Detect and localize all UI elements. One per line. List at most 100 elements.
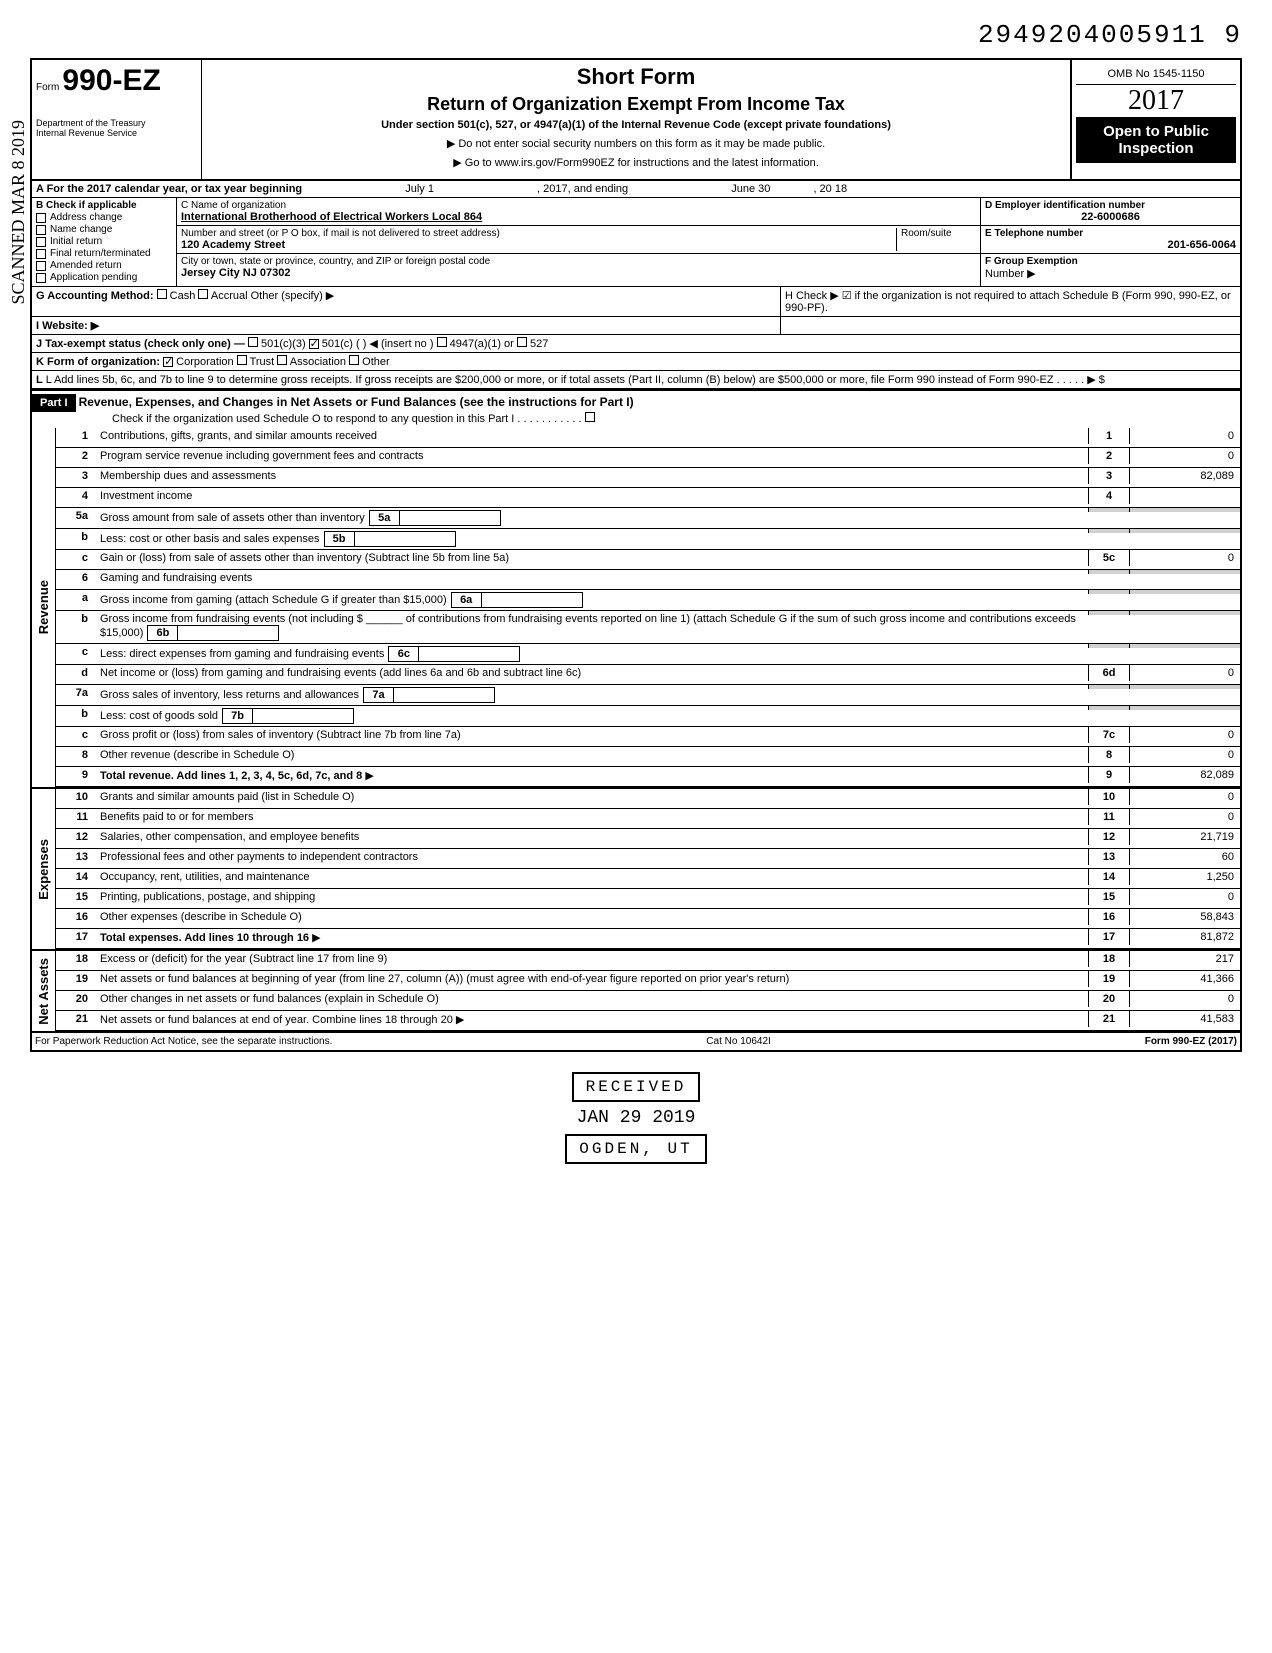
end-year: , 20 18	[813, 183, 847, 195]
line-box: 1	[1088, 428, 1130, 444]
section-b-label: B Check if applicable	[36, 200, 172, 211]
line-8: 8Other revenue (describe in Schedule O)8…	[56, 747, 1240, 767]
instruction-1: ▶ Do not enter social security numbers o…	[210, 137, 1062, 150]
line-num: 14	[56, 869, 96, 885]
checkbox-1[interactable]	[36, 225, 46, 235]
line-desc: Occupancy, rent, utilities, and maintena…	[96, 869, 1088, 885]
stamp-date: JAN 29 2019	[30, 1108, 1242, 1128]
line-value: 0	[1130, 789, 1240, 805]
mid-text: , 2017, and ending	[537, 183, 628, 195]
j-label: J Tax-exempt status (check only one) —	[36, 338, 245, 350]
line-value-shaded	[1130, 644, 1240, 648]
line-box: 3	[1088, 468, 1130, 484]
line-12: 12Salaries, other compensation, and empl…	[56, 829, 1240, 849]
org-name: International Brotherhood of Electrical …	[181, 211, 482, 223]
subtitle: Under section 501(c), 527, or 4947(a)(1)…	[210, 119, 1062, 131]
line-num: 3	[56, 468, 96, 484]
line-14: 14Occupancy, rent, utilities, and mainte…	[56, 869, 1240, 889]
line-18: 18Excess or (deficit) for the year (Subt…	[56, 951, 1240, 971]
line-box: 9	[1088, 767, 1130, 783]
open-public-1: Open to Public	[1082, 123, 1230, 140]
omb-number: OMB No 1545-1150	[1076, 64, 1236, 85]
line-box: 14	[1088, 869, 1130, 885]
line-desc: Gross profit or (loss) from sales of inv…	[96, 727, 1088, 743]
line-num: 17	[56, 929, 96, 945]
corp-checkbox[interactable]	[163, 357, 173, 367]
line-num: b	[56, 706, 96, 722]
line-desc: Less: cost of goods sold7b	[96, 706, 1088, 726]
line-num: 15	[56, 889, 96, 905]
line-5b: bLess: cost or other basis and sales exp…	[56, 529, 1240, 550]
501c-checkbox[interactable]	[309, 339, 319, 349]
line-box: 17	[1088, 929, 1130, 945]
527-checkbox[interactable]	[517, 337, 527, 347]
line-value: 217	[1130, 951, 1240, 967]
line-num: c	[56, 550, 96, 566]
line-desc: Excess or (deficit) for the year (Subtra…	[96, 951, 1088, 967]
line-desc: Other changes in net assets or fund bala…	[96, 991, 1088, 1007]
line-desc: Gross income from fundraising events (no…	[96, 611, 1088, 643]
phone: 201-656-0064	[1167, 239, 1236, 251]
street-address: 120 Academy Street	[181, 239, 285, 251]
line-10: 10Grants and similar amounts paid (list …	[56, 789, 1240, 809]
j-527: 527	[530, 338, 548, 350]
city-state-zip: Jersey City NJ 07302	[181, 267, 290, 279]
line-desc: Benefits paid to or for members	[96, 809, 1088, 825]
line-box: 12	[1088, 829, 1130, 845]
4947-checkbox[interactable]	[437, 337, 447, 347]
scanned-stamp: SCANNED MAR 8 2019	[8, 120, 29, 305]
line-value-shaded	[1130, 706, 1240, 710]
room-label: Room/suite	[901, 228, 976, 239]
line-box-shaded	[1088, 529, 1130, 533]
k-other: Other	[362, 356, 390, 368]
other-checkbox[interactable]	[349, 355, 359, 365]
line-value: 41,583	[1130, 1011, 1240, 1027]
revenue-section: Revenue 1Contributions, gifts, grants, a…	[32, 428, 1240, 787]
line-num: 1	[56, 428, 96, 444]
line-3: 3Membership dues and assessments382,089	[56, 468, 1240, 488]
line-11: 11Benefits paid to or for members110	[56, 809, 1240, 829]
line-num: c	[56, 727, 96, 743]
cash-checkbox[interactable]	[157, 289, 167, 299]
return-title: Return of Organization Exempt From Incom…	[210, 94, 1062, 115]
checkbox-0[interactable]	[36, 213, 46, 223]
line-box-shaded	[1088, 508, 1130, 512]
line-desc: Program service revenue including govern…	[96, 448, 1088, 464]
line-box: 13	[1088, 849, 1130, 865]
assoc-checkbox[interactable]	[277, 355, 287, 365]
j-501c3: 501(c)(3)	[261, 338, 306, 350]
checkbox-2[interactable]	[36, 237, 46, 247]
f-label: F Group Exemption	[985, 256, 1078, 267]
paperwork-notice: For Paperwork Reduction Act Notice, see …	[35, 1036, 332, 1047]
line-box: 18	[1088, 951, 1130, 967]
checkbox-5[interactable]	[36, 273, 46, 283]
part1-schedule-o-checkbox[interactable]	[585, 412, 595, 422]
checkbox-4[interactable]	[36, 261, 46, 271]
part-1-label: Part I	[32, 394, 76, 412]
line-21: 21Net assets or fund balances at end of …	[56, 1011, 1240, 1031]
line-desc: Membership dues and assessments	[96, 468, 1088, 484]
line-num: 12	[56, 829, 96, 845]
accrual-checkbox[interactable]	[198, 289, 208, 299]
trust-checkbox[interactable]	[237, 355, 247, 365]
netassets-label: Net Assets	[36, 958, 51, 1025]
dept-label: Department of the Treasury Internal Reve…	[36, 118, 197, 138]
line-value-shaded	[1130, 590, 1240, 594]
footer-row: For Paperwork Reduction Act Notice, see …	[32, 1031, 1240, 1050]
line-num: 16	[56, 909, 96, 925]
line-value: 82,089	[1130, 767, 1240, 783]
checkbox-label-2: Initial return	[50, 236, 102, 247]
line-num: 4	[56, 488, 96, 504]
c-label: C Name of organization	[181, 200, 976, 211]
line-desc: Gain or (loss) from sale of assets other…	[96, 550, 1088, 566]
row-k: K Form of organization: Corporation Trus…	[32, 353, 1240, 371]
line-num: b	[56, 611, 96, 627]
line-value: 0	[1130, 428, 1240, 444]
501c3-checkbox[interactable]	[248, 337, 258, 347]
line-num: d	[56, 665, 96, 681]
line-box: 5c	[1088, 550, 1130, 566]
line-20: 20Other changes in net assets or fund ba…	[56, 991, 1240, 1011]
checkbox-label-4: Amended return	[50, 260, 122, 271]
checkbox-3[interactable]	[36, 249, 46, 259]
line-value: 58,843	[1130, 909, 1240, 925]
